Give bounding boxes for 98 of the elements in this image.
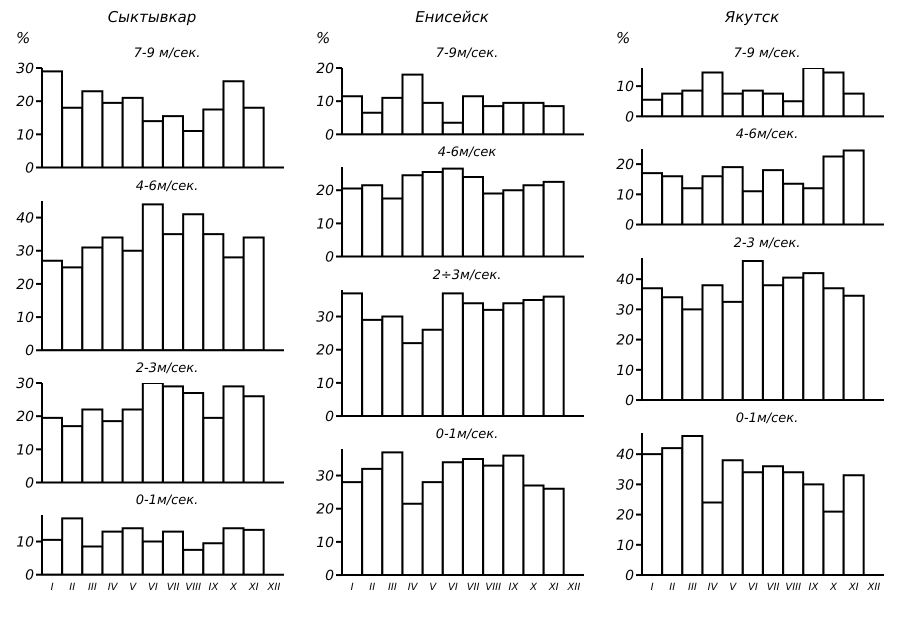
x-tick-label: X bbox=[829, 582, 838, 594]
chart-subtitle: 2-3м/сек. bbox=[134, 360, 200, 377]
chart-subtitle: 0-1м/сек. bbox=[434, 426, 500, 443]
x-tick-label: VII bbox=[466, 582, 480, 594]
y-tick-label: 10 bbox=[616, 538, 634, 554]
x-tick-label: II bbox=[369, 582, 376, 594]
y-axis-title: % bbox=[15, 29, 32, 47]
x-tick-label: V bbox=[129, 582, 138, 594]
y-tick-label: 0 bbox=[325, 127, 334, 144]
x-tick-label: III bbox=[88, 582, 97, 594]
y-tick-label: 10 bbox=[616, 79, 634, 96]
y-tick-label: 0 bbox=[25, 568, 34, 584]
x-tick-label: XII bbox=[566, 582, 580, 594]
x-tick-label: VII bbox=[766, 582, 780, 594]
chart-subtitle: 4-6м/сек. bbox=[734, 127, 800, 144]
x-tick-label: IX bbox=[508, 582, 520, 594]
y-tick-label: 20 bbox=[16, 276, 34, 292]
y-tick-label: 10 bbox=[616, 362, 634, 379]
chart-subtitle: 2-3 м/сек. bbox=[732, 236, 802, 252]
y-tick-label: 10 bbox=[316, 376, 334, 392]
y-tick-label: 0 bbox=[25, 475, 34, 492]
x-tick-label: VIII bbox=[485, 582, 502, 594]
y-tick-label: 10 bbox=[16, 310, 34, 326]
y-tick-label: 30 bbox=[16, 376, 34, 392]
chart-subtitle: 0-1м/сек. bbox=[734, 410, 800, 427]
chart-subtitle: 4-6м/сек. bbox=[134, 178, 200, 194]
chart-subtitle: 7-9 м/сек. bbox=[732, 46, 802, 62]
x-tick-label: IV bbox=[408, 582, 419, 594]
chart-title: Якутск bbox=[724, 8, 780, 28]
x-tick-label: I bbox=[50, 582, 54, 594]
y-axis-title: % bbox=[315, 29, 332, 47]
x-tick-label: II bbox=[669, 582, 676, 594]
y-tick-label: 20 bbox=[316, 60, 334, 77]
x-tick-label: X bbox=[229, 582, 238, 594]
y-tick-label: 30 bbox=[316, 468, 334, 484]
x-tick-label: VI bbox=[448, 582, 458, 594]
chart-subtitle: 0-1м/сек. bbox=[134, 493, 200, 510]
x-tick-label: VIII bbox=[785, 582, 802, 594]
x-tick-label: XII bbox=[266, 582, 280, 594]
x-tick-label: X bbox=[529, 582, 538, 594]
y-tick-label: 20 bbox=[616, 332, 634, 348]
y-tick-label: 20 bbox=[316, 502, 334, 518]
x-tick-label: IV bbox=[708, 582, 719, 594]
chart-subtitle: 2÷3м/сек. bbox=[432, 268, 502, 284]
y-tick-label: 10 bbox=[16, 127, 34, 144]
y-tick-label: 20 bbox=[616, 157, 634, 174]
x-tick-label: VI bbox=[748, 582, 758, 594]
y-tick-label: 0 bbox=[625, 568, 634, 584]
y-tick-label: 10 bbox=[316, 534, 334, 551]
x-tick-label: IV bbox=[108, 582, 119, 594]
y-tick-label: 10 bbox=[16, 534, 34, 551]
x-tick-label: III bbox=[388, 582, 397, 594]
y-tick-label: 0 bbox=[25, 160, 34, 176]
y-tick-label: 30 bbox=[16, 243, 34, 260]
y-tick-label: 20 bbox=[316, 342, 334, 359]
y-axis-title: % bbox=[615, 29, 632, 47]
y-tick-label: 40 bbox=[616, 447, 634, 464]
x-tick-label: VII bbox=[166, 582, 180, 594]
y-tick-label: 20 bbox=[16, 94, 34, 110]
y-tick-label: 10 bbox=[316, 216, 334, 233]
y-tick-label: 0 bbox=[325, 250, 334, 266]
y-tick-label: 30 bbox=[316, 309, 334, 326]
y-tick-label: 0 bbox=[625, 218, 634, 234]
y-tick-label: 20 bbox=[16, 408, 34, 425]
x-tick-label: I bbox=[350, 582, 354, 594]
x-tick-label: III bbox=[688, 582, 697, 594]
y-tick-label: 10 bbox=[616, 188, 634, 204]
chart-title: Енисейск bbox=[414, 8, 490, 28]
y-tick-label: 40 bbox=[16, 210, 34, 226]
x-tick-label: II bbox=[69, 582, 76, 594]
chart-subtitle: 7-9м/сек. bbox=[434, 46, 500, 62]
chart-title: Сыктывкар bbox=[106, 8, 198, 28]
y-tick-label: 0 bbox=[625, 109, 634, 126]
chart-subtitle: 7-9 м/сек. bbox=[132, 46, 202, 62]
y-tick-label: 40 bbox=[616, 272, 634, 288]
y-tick-label: 20 bbox=[316, 184, 334, 200]
x-tick-label: IX bbox=[808, 582, 820, 594]
x-tick-label: IX bbox=[208, 582, 220, 594]
y-tick-label: 10 bbox=[316, 94, 334, 110]
y-tick-label: 30 bbox=[16, 60, 34, 77]
x-tick-label: V bbox=[729, 582, 738, 594]
y-tick-label: 0 bbox=[325, 408, 334, 425]
y-tick-label: 30 bbox=[616, 477, 634, 494]
x-tick-label: I bbox=[650, 582, 654, 594]
x-tick-label: XII bbox=[866, 582, 880, 594]
x-tick-label: V bbox=[429, 582, 438, 594]
chart-subtitle: 4-6м/сек bbox=[436, 145, 498, 162]
x-tick-label: VI bbox=[148, 582, 158, 594]
x-tick-label: VIII bbox=[185, 582, 202, 594]
y-tick-label: 10 bbox=[16, 442, 34, 458]
x-tick-label: XI bbox=[248, 582, 259, 594]
y-tick-label: 30 bbox=[616, 302, 634, 318]
y-tick-label: 0 bbox=[325, 568, 334, 584]
x-tick-label: XI bbox=[548, 582, 559, 594]
y-tick-label: 0 bbox=[625, 392, 634, 409]
y-tick-label: 20 bbox=[616, 507, 634, 524]
x-tick-label: XI bbox=[848, 582, 859, 594]
y-tick-label: 0 bbox=[25, 342, 34, 359]
